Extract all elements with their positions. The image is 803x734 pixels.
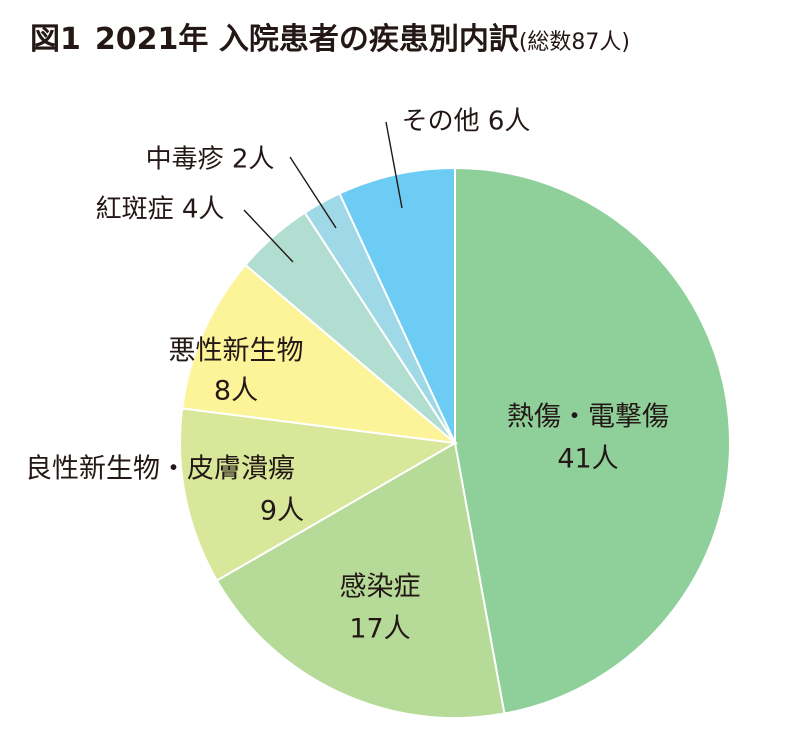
callout-line [289, 156, 337, 229]
chart-title: 図1 2021年 入院患者の疾患別内訳(総数87人) [30, 14, 630, 58]
pie-slice [181, 263, 459, 445]
pie-slice [454, 166, 731, 715]
slice-callout-label: 紅斑症 4人 [96, 195, 225, 225]
pie-slice [179, 407, 459, 582]
slice-category-label: 熱傷・電撃傷 [507, 402, 669, 433]
slice-value-label: 41人 [557, 444, 618, 475]
slice-callout-label: その他 6人 [402, 107, 531, 137]
pie-slice [215, 441, 506, 719]
slice-value-label: 17人 [349, 614, 410, 645]
slice-value-label: 8人 [214, 376, 258, 407]
title-subtitle: (総数87人) [518, 30, 630, 55]
title-text: 2021年 入院患者の疾患別内訳 [94, 22, 519, 57]
slice-category-label: 感染症 [340, 572, 421, 603]
slice-value-label: 9人 [260, 496, 304, 527]
slice-category-label: 悪性新生物 [169, 336, 304, 367]
callout-line [385, 121, 403, 209]
slice-category-label: 良性新生物・皮膚潰瘍 [25, 454, 295, 485]
slice-callout-label: 中毒疹 2人 [146, 145, 275, 175]
figure-label: 図1 [30, 22, 81, 57]
callout-line [243, 209, 294, 263]
pie-slices [179, 166, 731, 719]
